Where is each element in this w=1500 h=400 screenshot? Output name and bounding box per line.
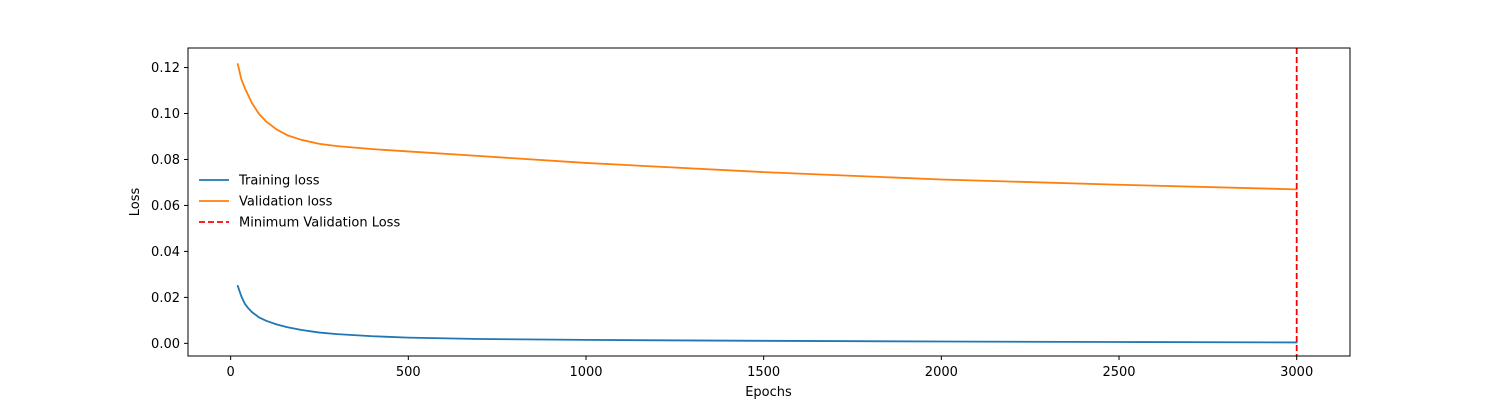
y-tick-label: 0.04 <box>151 245 180 260</box>
legend: Training loss Validation loss Minimum Vali… <box>199 174 400 231</box>
y-tick-label: 0.02 <box>151 291 180 306</box>
y-tick-label: 0.12 <box>151 61 180 76</box>
series-line-training-loss <box>236 285 1298 344</box>
axes-frame <box>187 47 1351 357</box>
series-line-validation-loss <box>236 63 1298 191</box>
x-tick-label: 2000 <box>925 365 958 380</box>
y-tick-label: 0.08 <box>151 153 180 168</box>
x-tick-label: 3000 <box>1280 365 1313 380</box>
legend-label-training-loss: Training loss <box>238 174 320 189</box>
plot-area <box>187 47 1351 357</box>
x-axis-label: Epochs <box>745 385 792 400</box>
x-tick-label: 2500 <box>1102 365 1135 380</box>
x-tick-label: 500 <box>396 365 421 380</box>
y-tick-label: 0.10 <box>151 107 180 122</box>
y-tick-label: 0.06 <box>151 199 180 214</box>
x-axis: 0 500 1000 1500 2000 2500 3000 <box>227 356 1313 380</box>
legend-label-minimum-validation-loss: Minimum Validation Loss <box>239 216 400 231</box>
y-axis: 0.00 0.02 0.04 0.06 0.08 0.10 0.12 <box>151 61 188 352</box>
legend-label-validation-loss: Validation loss <box>239 195 333 210</box>
x-tick-label: 0 <box>227 365 235 380</box>
y-axis-label: Loss <box>128 188 143 217</box>
y-tick-label: 0.00 <box>151 337 180 352</box>
x-tick-label: 1000 <box>569 365 602 380</box>
x-tick-label: 1500 <box>747 365 780 380</box>
